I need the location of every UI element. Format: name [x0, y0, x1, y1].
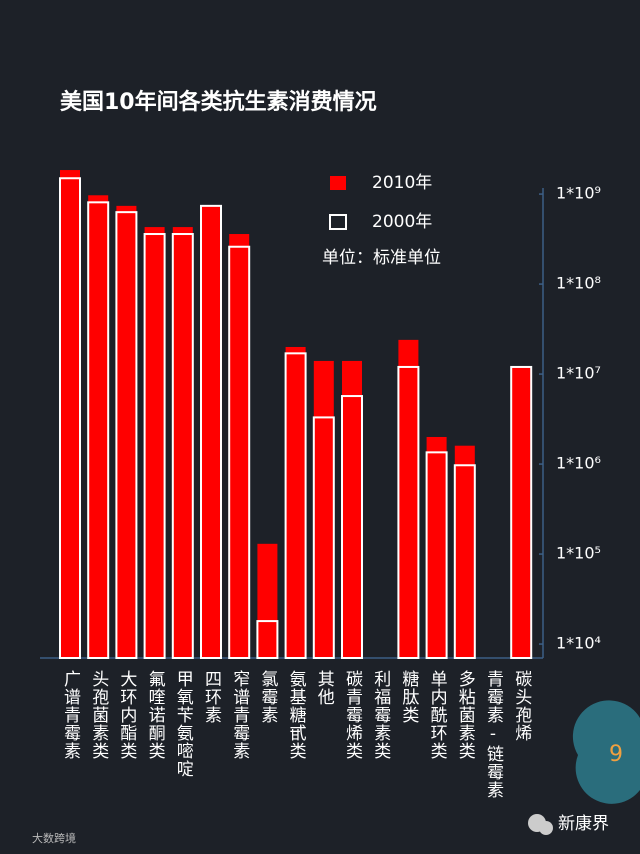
bar [59, 177, 81, 659]
x-tick-label: 头孢菌素类 [88, 670, 109, 760]
legend-swatch [330, 176, 346, 190]
annotation: 单位：标准单位 [322, 248, 441, 268]
y-tick-label: 1*10⁸ [556, 274, 601, 293]
y-tick-label: 1*10⁹ [556, 184, 601, 203]
y-tick-label: 1*10⁷ [556, 364, 601, 383]
x-tick-label: 多粘菌素类 [455, 670, 476, 760]
bar [397, 365, 420, 659]
bar [425, 451, 448, 660]
x-tick-label: 青霉素-链霉素 [483, 670, 504, 799]
wechat-icon [539, 821, 553, 835]
x-tick-label: 甲氧苄氨嘧啶 [173, 670, 194, 778]
x-tick-label: 糖肽类 [398, 670, 419, 724]
x-tick-label: 氟喹诺酮类 [145, 670, 166, 760]
bar [200, 204, 222, 659]
bar [87, 201, 110, 660]
bar [143, 233, 166, 659]
bar [510, 365, 533, 659]
legend-label: 2000年 [372, 212, 432, 232]
x-tick-label: 大环内酯类 [116, 670, 136, 760]
x-tick-label: 四环素 [201, 670, 222, 724]
bar [341, 395, 363, 659]
x-tick-label: 碳头孢烯 [511, 670, 532, 742]
bar [171, 233, 194, 659]
bar [115, 211, 138, 660]
y-tick-label: 1*10⁴ [556, 634, 601, 653]
legend-swatch [329, 214, 347, 230]
page-number: 9 [609, 742, 623, 767]
x-tick-label: 广谱青霉素 [60, 670, 81, 760]
bar [256, 620, 279, 660]
bar [284, 352, 307, 659]
chart-title: 美国10年间各类抗生素消费情况 [60, 89, 377, 115]
x-tick-label: 氯霉素 [257, 670, 278, 724]
x-tick-label: 窄谱青霉素 [229, 670, 250, 760]
x-tick-label: 利福霉素类 [370, 670, 391, 760]
bar [312, 416, 335, 660]
x-tick-label: 单内酰环类 [427, 670, 448, 760]
page-badge [572, 700, 640, 804]
x-tick-label: 碳青霉烯类 [342, 670, 363, 760]
x-tick-label: 其他 [314, 670, 335, 706]
bar [228, 245, 251, 659]
y-tick-label: 1*10⁶ [556, 454, 601, 473]
legend-label: 2010年 [372, 173, 432, 193]
source: 大数跨境 [32, 831, 76, 845]
brand: 新康界 [558, 814, 609, 834]
x-tick-label: 氨基糖甙类 [286, 670, 307, 760]
y-tick-label: 1*10⁵ [556, 544, 601, 563]
bar [453, 464, 476, 659]
